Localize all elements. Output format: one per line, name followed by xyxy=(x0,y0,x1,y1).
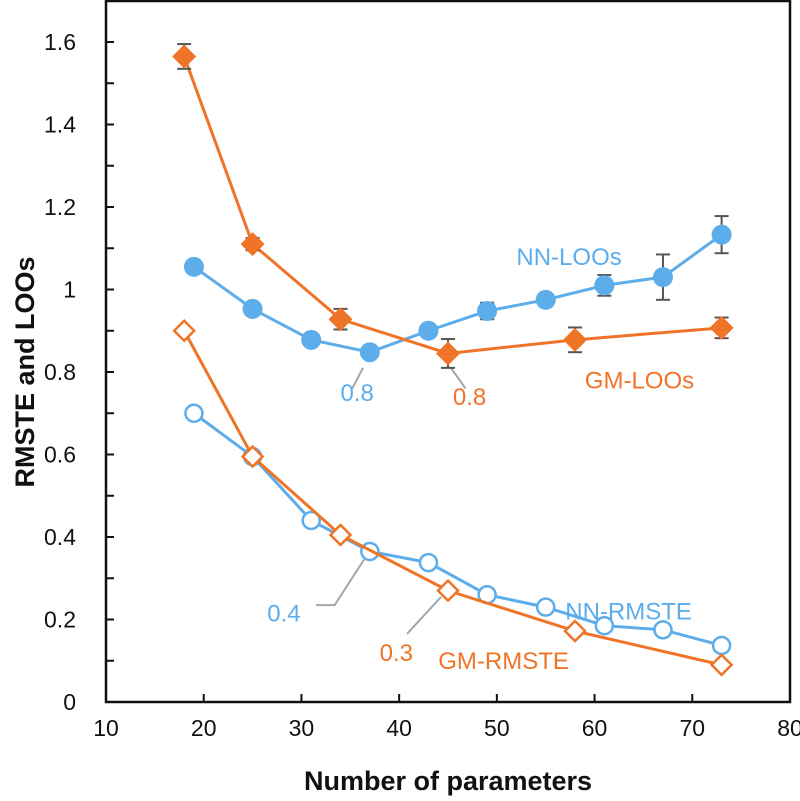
y-tick-label: 1.2 xyxy=(44,194,76,220)
x-tick-label: 50 xyxy=(484,715,510,741)
x-tick-label: 10 xyxy=(93,715,119,741)
annotation-label: 0.8 xyxy=(341,380,374,407)
annotation-label: 0.8 xyxy=(453,384,486,411)
x-tick-label: 80 xyxy=(777,715,800,741)
data-point xyxy=(535,289,556,310)
series-line-gm-rmste xyxy=(182,330,722,667)
y-axis-label: RMSTE and LOOs xyxy=(10,256,40,487)
x-tick-label: 30 xyxy=(289,715,315,741)
series-line-nn-rmste xyxy=(193,412,722,647)
data-point xyxy=(301,510,321,531)
y-tick-label: 0 xyxy=(63,689,76,715)
series-line-nn-loos xyxy=(193,233,723,354)
series-label: NN-LOOs xyxy=(516,244,621,271)
annotation-leader xyxy=(406,596,442,635)
y-tick-label: 1 xyxy=(63,277,76,303)
axes: 10 20 30 40 50 60 70 80 0 0.2 0.4 0.6 0.8 1 1.2 1.4 1.6 xyxy=(44,0,800,741)
plot-frame xyxy=(104,0,792,704)
data-point xyxy=(711,224,732,245)
y-tick-label: 1.6 xyxy=(44,29,76,55)
data-point xyxy=(436,341,460,366)
annotation-label: 0.3 xyxy=(380,640,413,667)
data-point xyxy=(172,318,196,343)
data-point xyxy=(242,298,263,319)
x-tick-label: 40 xyxy=(386,715,412,741)
data-point xyxy=(328,307,353,332)
marks: NN-LOOs GM-LOOs NN-RMSTE GM-RMSTE 0.8 0.8 0.4 0… xyxy=(172,43,734,677)
data-point xyxy=(711,635,732,656)
data-point xyxy=(359,342,380,363)
y-tick-label: 1.4 xyxy=(44,112,76,138)
data-point xyxy=(563,619,587,643)
data-point xyxy=(328,523,353,547)
data-point xyxy=(172,44,197,69)
data-point xyxy=(184,403,204,423)
x-tick-label: 20 xyxy=(191,715,217,741)
data-point xyxy=(436,578,460,603)
data-point xyxy=(183,256,204,277)
series-label: GM-LOOs xyxy=(585,368,694,395)
series-label: GM-RMSTE xyxy=(438,648,569,675)
data-point xyxy=(301,329,322,350)
data-point xyxy=(709,315,734,340)
data-point xyxy=(418,320,439,341)
data-point xyxy=(594,615,615,636)
data-point xyxy=(594,275,615,296)
x-tick-label: 70 xyxy=(679,715,705,741)
data-point xyxy=(240,444,265,469)
data-point xyxy=(418,552,439,573)
series-label: NN-RMSTE xyxy=(565,599,692,626)
annotation-leader xyxy=(351,367,364,389)
data-point xyxy=(535,597,556,617)
series-line-gm-loos xyxy=(182,55,722,355)
data-point xyxy=(653,620,673,640)
x-axis-label: Number of parameters xyxy=(304,766,592,796)
y-tick-label: 0.2 xyxy=(44,607,76,633)
annotation-leader xyxy=(316,559,365,607)
data-point xyxy=(240,232,265,257)
data-point xyxy=(652,267,673,288)
x-tick-label: 60 xyxy=(582,715,608,741)
y-tick-label: 0.4 xyxy=(44,524,76,550)
annotation-leader xyxy=(450,367,467,390)
y-tick-label: 0.6 xyxy=(44,442,76,468)
data-point xyxy=(563,327,588,352)
data-point xyxy=(477,300,498,321)
annotation-label: 0.4 xyxy=(267,601,300,628)
data-point xyxy=(709,653,734,677)
y-tick-label: 0.8 xyxy=(44,359,76,385)
